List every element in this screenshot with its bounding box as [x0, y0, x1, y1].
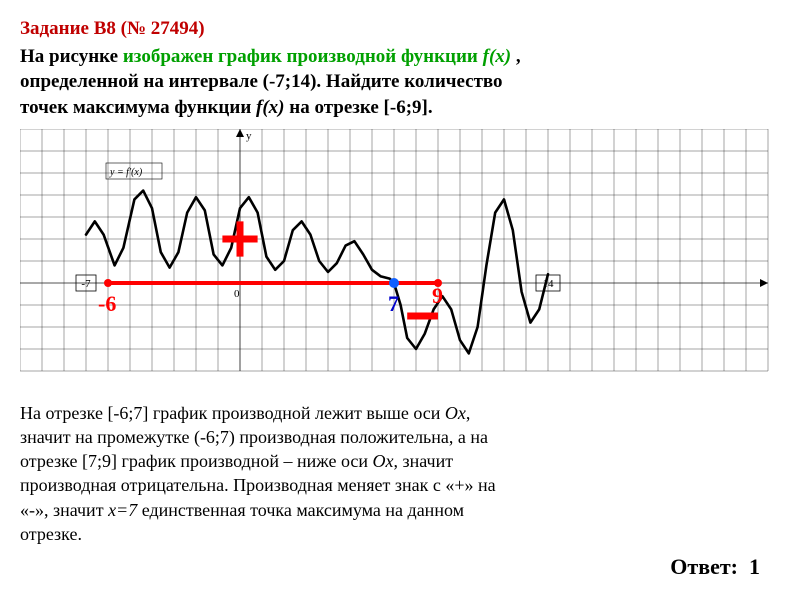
e1: На отрезке [-6;7] график производной леж…	[20, 403, 445, 423]
answer-line: Ответ: 1	[20, 552, 780, 582]
svg-text:0: 0	[234, 288, 240, 300]
e5b: единственная точка максимума на данном	[137, 500, 464, 520]
chart-svg: -7140yy = f'(x)	[20, 129, 780, 389]
e-ox2: Ox	[373, 451, 394, 471]
e4: производная отрицательна. Производная ме…	[20, 473, 740, 497]
label-nine: 9	[432, 281, 443, 311]
answer-label: Ответ:	[670, 554, 738, 579]
p3fx: f(x)	[256, 97, 284, 118]
e2: значит на промежутке (-6;7) производная …	[20, 425, 740, 449]
svg-text:-7: -7	[81, 278, 91, 290]
p-line2: определенной на интервале (-7;14). Найди…	[20, 69, 780, 95]
svg-text:y = f'(x): y = f'(x)	[109, 167, 143, 178]
e1b: ,	[466, 403, 471, 423]
e6: отрезке.	[20, 522, 740, 546]
task-number: (№ 27494)	[121, 18, 205, 39]
problem-text: На рисунке изображен график производной …	[20, 44, 780, 121]
label-seven: 7	[388, 289, 399, 319]
p3b: на отрезке [-6;9].	[285, 97, 433, 118]
title-line: Задание B8 (№ 27494)	[20, 16, 780, 42]
e3b: , значит	[394, 451, 454, 471]
e5x: x=7	[108, 500, 137, 520]
p1-prefix: На рисунке	[20, 46, 123, 67]
p1-suffix: ,	[511, 46, 521, 67]
task-label: Задание B8	[20, 18, 116, 39]
p1-green: изображен график производной функции	[123, 46, 483, 67]
label-neg6: -6	[98, 289, 116, 319]
chart-container: -7140yy = f'(x) -6 9 7	[20, 129, 780, 389]
p3a: точек максимума функции	[20, 97, 256, 118]
e3: отрезке [7;9] график производной – ниже …	[20, 451, 373, 471]
explanation: На отрезке [-6;7] график производной леж…	[20, 401, 780, 547]
e-ox1: Ox	[445, 403, 466, 423]
svg-text:y: y	[246, 130, 252, 142]
p1-fx: f(x)	[483, 46, 511, 67]
e5a: «-», значит	[20, 500, 108, 520]
answer-value: 1	[749, 554, 760, 579]
